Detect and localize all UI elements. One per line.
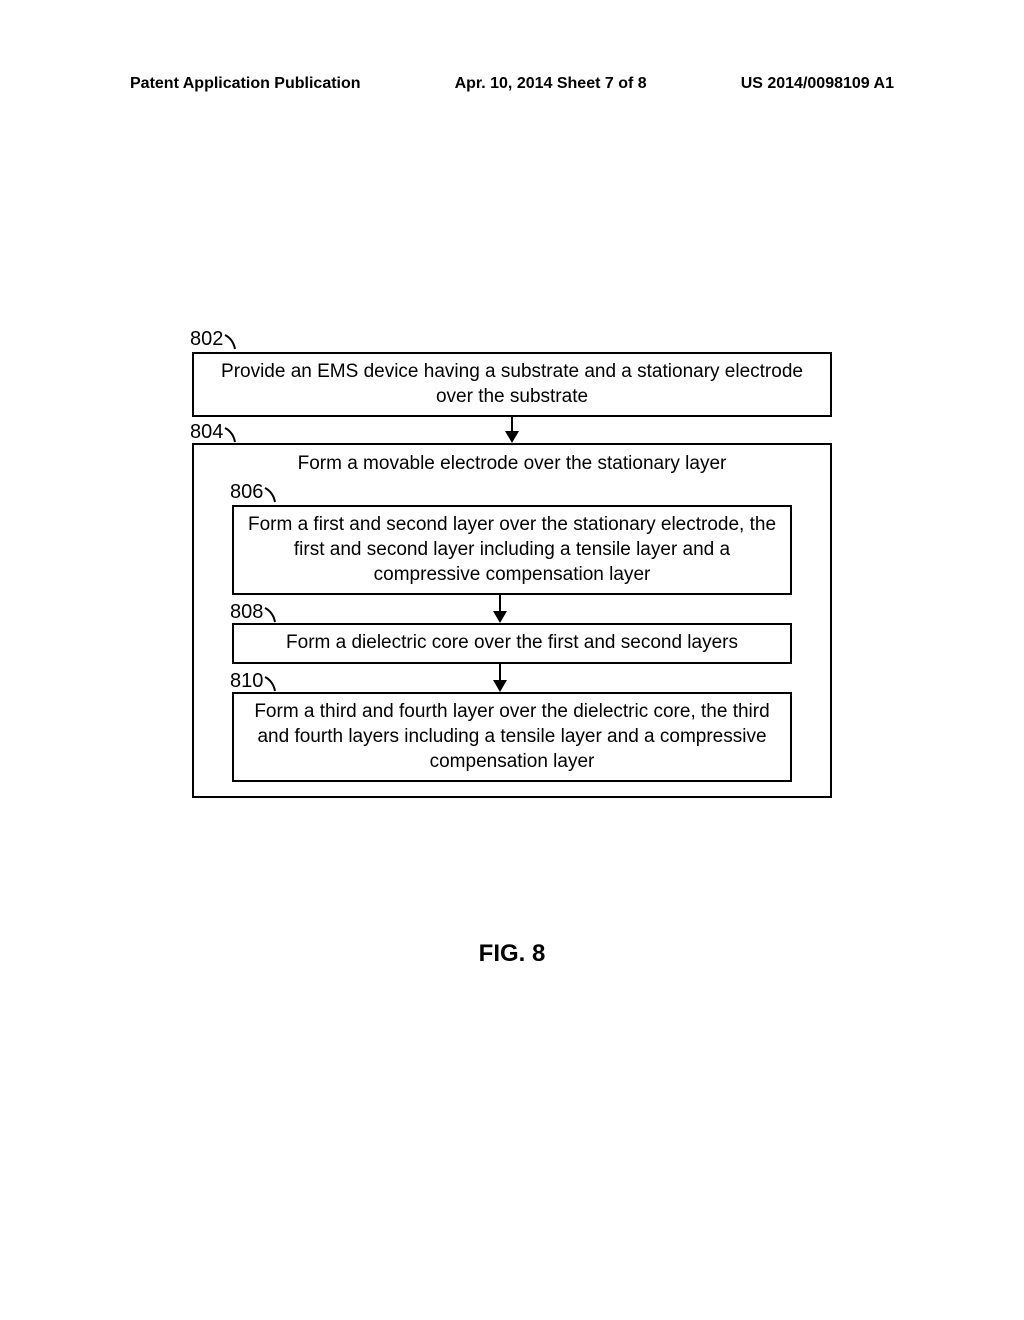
step-810-label: 810 [230,670,287,693]
step-802-box: Provide an EMS device having a substrate… [192,352,832,417]
step-804-box: Form a movable electrode over the statio… [192,443,832,798]
step-810-box: Form a third and fourth layer over the d… [232,692,792,782]
page-header: Patent Application Publication Apr. 10, … [0,75,1024,93]
step-806-box: Form a first and second layer over the s… [232,505,792,595]
step-806-label-row: 806 [232,483,816,505]
step-804-title: Form a movable electrode over the statio… [194,453,830,475]
label-tick-icon [263,486,287,504]
step-802-label-row: 802 [192,330,832,352]
step-804-label: 804 [190,421,247,444]
step-806-text: Form a first and second layer over the s… [248,514,776,584]
label-tick-icon [263,606,287,624]
step-802-label: 802 [190,328,247,351]
step-802-text: Provide an EMS device having a substrate… [221,361,803,407]
label-tick-icon [223,426,247,444]
header-date-sheet: Apr. 10, 2014 Sheet 7 of 8 [455,75,647,93]
step-810-text: Form a third and fourth layer over the d… [254,701,769,771]
flowchart: 802 Provide an EMS device having a subst… [192,330,832,798]
step-806-label: 806 [230,481,287,504]
figure-label: FIG. 8 [0,940,1024,968]
arrow-808-810: 810 [232,664,816,692]
step-808-text: Form a dielectric core over the first an… [286,632,738,653]
label-tick-icon [223,333,247,351]
label-tick-icon [263,675,287,693]
step-808-box: Form a dielectric core over the first an… [232,623,792,664]
header-patent-number: US 2014/0098109 A1 [741,75,894,93]
step-808-label: 808 [230,601,287,624]
arrow-802-804: 804 [192,417,832,443]
arrow-806-808: 808 [232,595,816,623]
header-publication: Patent Application Publication [130,75,361,93]
